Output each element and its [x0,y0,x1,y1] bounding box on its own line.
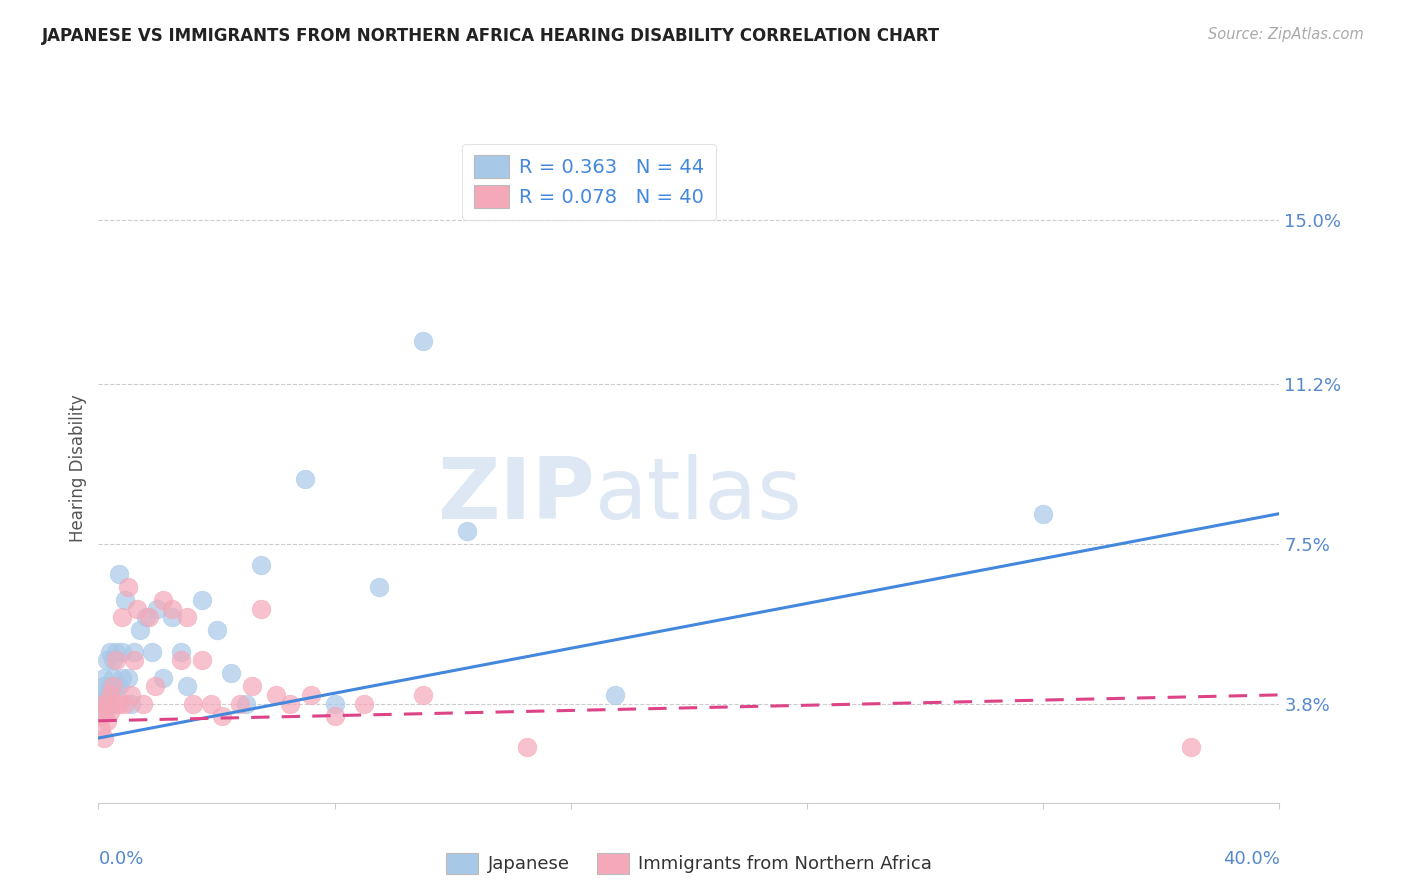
Point [135,610,157,624]
Point [93,705,115,719]
Point [96,714,118,728]
Point [132,697,155,711]
Point [93,731,115,745]
Point [96,653,118,667]
Point [111,645,134,659]
Point [122,645,145,659]
Point [90,688,112,702]
Point [103,653,125,667]
Text: atlas: atlas [595,453,803,537]
Point [181,697,204,711]
Text: ZIP: ZIP [437,453,595,537]
Point [98,645,121,659]
Point [98,697,121,711]
Point [176,679,198,693]
Y-axis label: Hearing Disability: Hearing Disability [69,394,87,542]
Point [162,601,183,615]
Text: 0.0%: 0.0% [98,849,143,868]
Text: Source: ZipAtlas.com: Source: ZipAtlas.com [1208,27,1364,42]
Point [200,697,222,711]
Point [93,671,115,685]
Point [170,653,193,667]
Point [96,697,118,711]
Point [98,679,121,693]
Point [605,688,627,702]
Point [211,709,233,723]
Point [1180,739,1202,754]
Point [96,688,118,702]
Point [105,679,128,693]
Point [240,679,263,693]
Point [141,645,163,659]
Point [117,580,139,594]
Point [323,697,346,711]
Point [90,709,112,723]
Point [108,697,131,711]
Point [170,645,193,659]
Point [250,558,273,573]
Point [105,697,128,711]
Point [111,671,134,685]
Point [456,524,478,538]
Point [1032,507,1054,521]
Point [152,593,174,607]
Point [90,723,112,737]
Point [105,645,128,659]
Point [108,679,131,693]
Point [191,653,214,667]
Point [98,705,121,719]
Point [143,679,166,693]
Text: 40.0%: 40.0% [1223,849,1279,868]
Point [122,653,145,667]
Point [138,610,160,624]
Point [96,697,118,711]
Point [412,334,434,348]
Point [162,610,183,624]
Point [323,709,346,723]
Point [191,593,214,607]
Point [93,679,115,693]
Point [103,671,125,685]
Point [120,688,142,702]
Text: JAPANESE VS IMMIGRANTS FROM NORTHERN AFRICA HEARING DISABILITY CORRELATION CHART: JAPANESE VS IMMIGRANTS FROM NORTHERN AFR… [42,27,941,45]
Point [125,601,148,615]
Point [98,688,121,702]
Point [111,610,134,624]
Point [103,679,125,693]
Point [229,697,252,711]
Point [114,697,136,711]
Point [368,580,391,594]
Point [108,567,131,582]
Point [353,697,375,711]
Point [117,671,139,685]
Point [128,623,150,637]
Point [90,697,112,711]
Point [299,688,322,702]
Point [412,688,434,702]
Point [93,697,115,711]
Point [235,697,257,711]
Point [103,679,125,693]
Point [146,601,169,615]
Point [294,472,316,486]
Point [105,653,128,667]
Point [120,697,142,711]
Legend: Japanese, Immigrants from Northern Africa: Japanese, Immigrants from Northern Afric… [439,846,939,880]
Point [205,623,228,637]
Point [152,671,174,685]
Point [250,601,273,615]
Point [176,610,198,624]
Point [219,666,242,681]
Point [114,593,136,607]
Point [278,697,302,711]
Point [515,739,537,754]
Point [264,688,287,702]
